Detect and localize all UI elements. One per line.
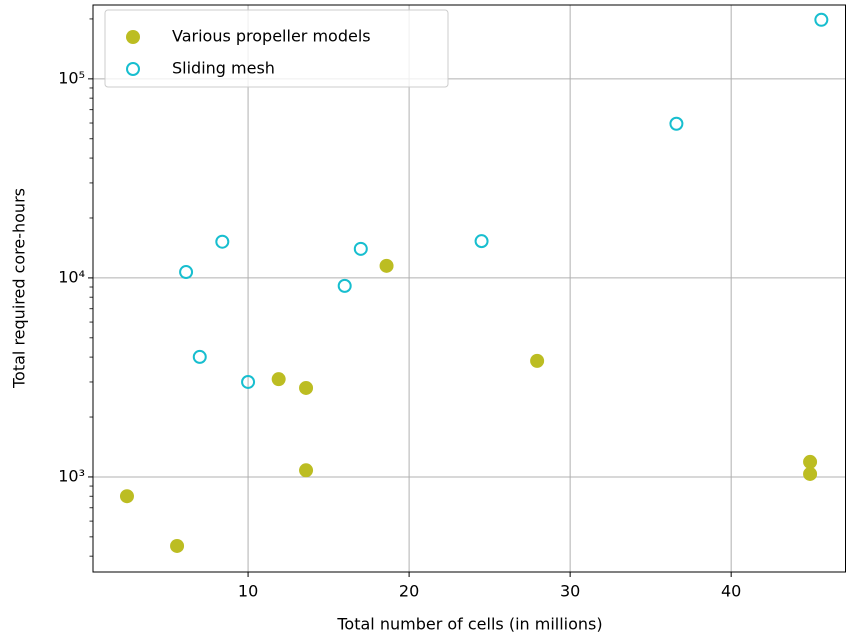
y-tick-label: 10⁵	[58, 68, 85, 87]
point	[669, 116, 684, 131]
legend-marker	[126, 30, 140, 44]
point	[337, 278, 352, 293]
legend-marker	[126, 62, 140, 76]
point	[299, 380, 314, 395]
point	[474, 234, 489, 249]
point	[299, 463, 314, 478]
y-tick-label: 10⁴	[58, 267, 85, 286]
point	[353, 241, 368, 256]
point	[379, 258, 394, 273]
x-tick-label: 20	[399, 582, 419, 601]
point	[803, 466, 818, 481]
legend-box	[104, 9, 449, 88]
x-tick-label: 10	[238, 582, 258, 601]
point	[192, 349, 207, 364]
point	[814, 12, 829, 27]
point	[179, 265, 194, 280]
x-axis-label: Total number of cells (in millions)	[336, 615, 602, 634]
point	[215, 234, 230, 249]
y-axis-label: Total required core-hours	[10, 188, 29, 389]
y-tick-label: 10³	[58, 466, 85, 485]
point	[119, 489, 134, 504]
x-tick-label: 30	[560, 582, 580, 601]
point	[803, 454, 818, 469]
point	[530, 353, 545, 368]
point	[241, 374, 256, 389]
legend-label: Sliding mesh	[172, 59, 275, 78]
plot-frame	[92, 4, 846, 573]
legend-label: Various propeller models	[172, 27, 371, 46]
point	[170, 538, 185, 553]
point	[271, 372, 286, 387]
x-tick-label: 40	[721, 582, 741, 601]
